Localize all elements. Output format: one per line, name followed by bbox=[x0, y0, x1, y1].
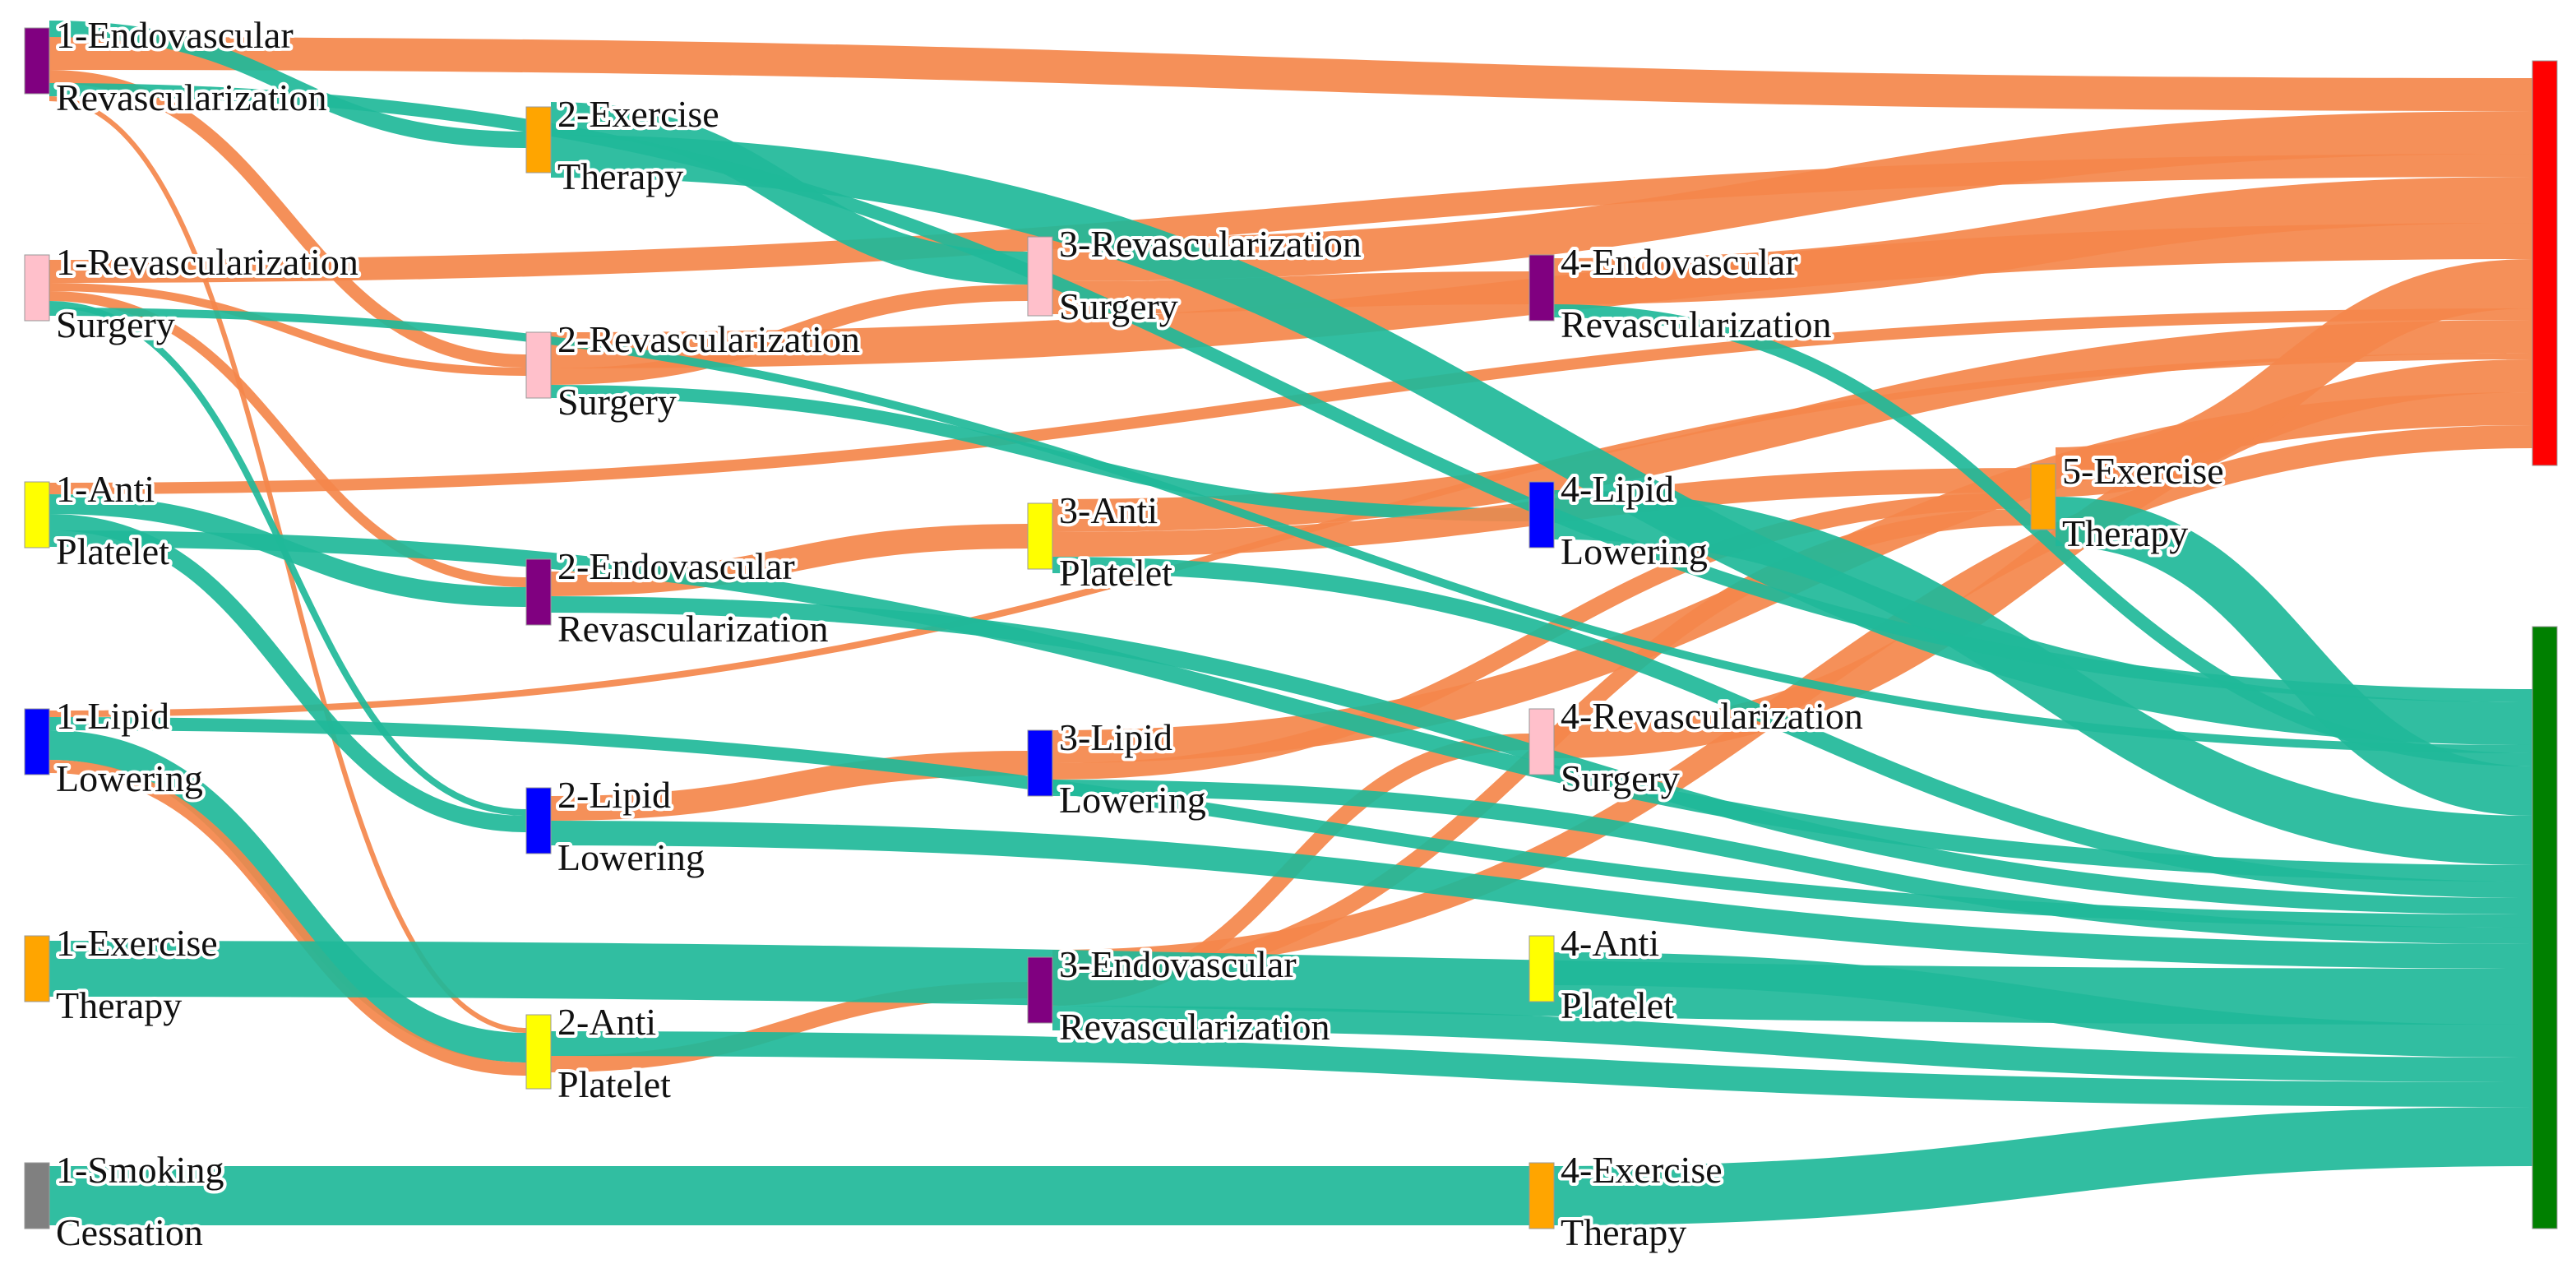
node-label: 2-Exercise bbox=[557, 93, 719, 135]
node-label: 1-Exercise bbox=[56, 922, 218, 964]
node-label: 2-Revascularization bbox=[557, 318, 860, 360]
nodes bbox=[24, 27, 2558, 1229]
node-label: 5-Exercise bbox=[2062, 450, 2224, 492]
node-label: 4-Exercise bbox=[1561, 1149, 1723, 1191]
node-label: 3-Anti bbox=[1059, 489, 1158, 531]
link bbox=[49, 730, 527, 1062]
node-label: Lowering bbox=[56, 757, 203, 799]
labels: 1-Endovascular Revascularization 1-Revascu… bbox=[53, 11, 2227, 1257]
link bbox=[49, 760, 527, 1076]
node-label: 3-Revascularization bbox=[1059, 223, 1362, 265]
node-label: Surgery bbox=[56, 303, 175, 345]
link bbox=[49, 283, 527, 376]
link bbox=[2055, 259, 2533, 497]
node-label: Platelet bbox=[1059, 552, 1172, 594]
node bbox=[24, 27, 50, 95]
link bbox=[550, 821, 2533, 969]
node bbox=[2532, 626, 2558, 1229]
node bbox=[24, 481, 50, 549]
node bbox=[1528, 935, 1555, 1002]
node-label: Lowering bbox=[1561, 530, 1708, 572]
node bbox=[2030, 463, 2056, 530]
node-label: 1-Revascularization bbox=[56, 241, 358, 283]
node-label: Platelet bbox=[1561, 984, 1674, 1026]
node-label: Platelet bbox=[557, 1063, 671, 1105]
link bbox=[1553, 177, 2533, 304]
link bbox=[1052, 111, 2533, 281]
node bbox=[525, 106, 552, 174]
node bbox=[525, 331, 552, 399]
link bbox=[1553, 952, 2533, 1058]
link bbox=[2055, 497, 2533, 816]
link bbox=[49, 21, 527, 148]
node-label: Revascularization bbox=[557, 608, 829, 650]
node bbox=[1528, 481, 1555, 549]
node bbox=[24, 708, 50, 775]
node-label: Lowering bbox=[557, 836, 705, 878]
node bbox=[24, 1162, 50, 1229]
link bbox=[1052, 425, 2533, 973]
link bbox=[1553, 490, 2533, 865]
link bbox=[49, 37, 2533, 111]
node-label: Revascularization bbox=[56, 76, 327, 118]
link bbox=[550, 135, 2533, 745]
node-label: Surgery bbox=[557, 381, 677, 423]
node-label: 1-Lipid bbox=[56, 695, 169, 737]
node-label: Revascularization bbox=[1059, 1006, 1330, 1048]
links bbox=[49, 21, 2533, 1226]
node bbox=[1027, 236, 1053, 317]
node-label: 1-Anti bbox=[56, 468, 155, 510]
link bbox=[1553, 1107, 2533, 1225]
node-label: Surgery bbox=[1561, 757, 1680, 799]
node-label: 4-Endovascular bbox=[1561, 241, 1798, 283]
link bbox=[1052, 780, 2533, 944]
link bbox=[49, 717, 2533, 928]
node bbox=[2532, 60, 2558, 466]
link bbox=[1052, 1006, 2533, 1082]
node-label: Surgery bbox=[1059, 285, 1178, 327]
node bbox=[24, 935, 50, 1002]
node bbox=[525, 1014, 552, 1090]
node-label: 4-Revascularization bbox=[1561, 695, 1863, 737]
link bbox=[49, 308, 2533, 494]
node-label: 3-Lipid bbox=[1059, 716, 1172, 758]
node-label: Lowering bbox=[1059, 779, 1206, 821]
link bbox=[550, 1031, 2533, 1107]
node-label: Therapy bbox=[1561, 1211, 1686, 1253]
node-label: Therapy bbox=[557, 155, 683, 197]
node-label: 1-Smoking bbox=[56, 1149, 224, 1191]
node-label: Revascularization bbox=[1561, 303, 1832, 345]
node bbox=[1528, 1162, 1555, 1229]
node-label: 1-Endovascular bbox=[56, 14, 294, 56]
link bbox=[550, 385, 1530, 521]
node bbox=[1528, 708, 1555, 775]
node bbox=[24, 254, 50, 322]
node-label: Therapy bbox=[56, 984, 182, 1026]
link bbox=[49, 83, 2533, 702]
node bbox=[525, 787, 552, 854]
node bbox=[1528, 254, 1555, 322]
node-label: 4-Lipid bbox=[1561, 468, 1674, 510]
link bbox=[550, 285, 1029, 385]
node-label: 2-Endovascular bbox=[557, 545, 795, 587]
node-label: 3-Endovascular bbox=[1059, 943, 1297, 985]
node bbox=[1027, 956, 1053, 1024]
node bbox=[525, 558, 552, 626]
node-label: Cessation bbox=[56, 1211, 203, 1253]
node-label: Therapy bbox=[2062, 512, 2188, 554]
node-label: 2-Lipid bbox=[557, 774, 671, 816]
node bbox=[1027, 729, 1053, 797]
node bbox=[1027, 502, 1053, 570]
node-label: 2-Anti bbox=[557, 1001, 656, 1043]
link bbox=[550, 102, 1029, 285]
node-label: 4-Anti bbox=[1561, 922, 1659, 964]
link bbox=[550, 524, 1029, 596]
node-label: Platelet bbox=[56, 530, 169, 572]
